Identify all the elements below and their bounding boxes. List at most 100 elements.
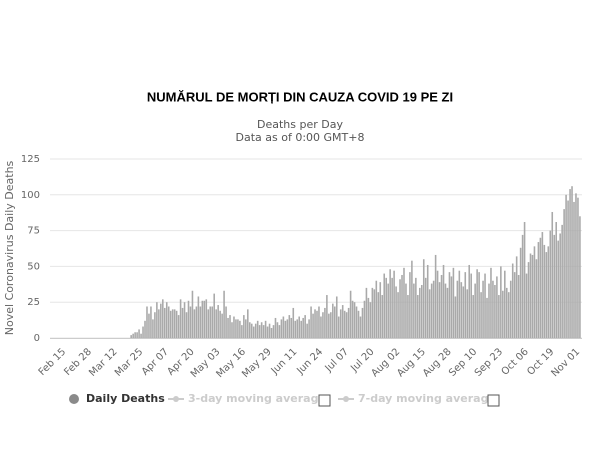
y-tick-label: 50	[27, 261, 40, 272]
bar	[521, 234, 524, 338]
bar	[258, 325, 261, 338]
x-tick-label: Mar 25	[113, 346, 145, 378]
bar	[324, 307, 326, 338]
bar	[397, 292, 399, 338]
bar	[272, 325, 275, 338]
bar	[557, 240, 559, 338]
bar	[405, 283, 407, 338]
bar	[201, 300, 204, 338]
legend-marker	[69, 394, 79, 404]
bar	[436, 270, 439, 338]
y-tick-label: 0	[34, 333, 40, 344]
bar	[375, 280, 378, 338]
bar	[130, 335, 132, 338]
bar	[535, 259, 538, 338]
bar	[450, 276, 453, 338]
bar	[452, 267, 455, 338]
checkbox[interactable]	[487, 394, 500, 407]
bar	[270, 327, 273, 338]
bar	[399, 279, 401, 338]
legend-label[interactable]: 7-day moving average	[358, 392, 496, 405]
bar	[247, 309, 249, 338]
bar	[424, 277, 427, 338]
bar	[326, 295, 328, 338]
bar	[349, 290, 352, 338]
bar	[428, 289, 431, 338]
bar	[468, 264, 471, 338]
bar	[482, 280, 484, 338]
bar	[268, 323, 271, 338]
y-axis-label: Novel Coronavirus Daily Deaths	[3, 160, 16, 335]
bar	[229, 315, 231, 338]
bar	[531, 254, 534, 338]
bar	[511, 263, 514, 338]
bar	[474, 283, 476, 338]
checkbox[interactable]	[318, 394, 331, 407]
bar	[193, 309, 196, 338]
bar	[527, 262, 530, 338]
bar	[539, 237, 542, 338]
bar	[302, 317, 304, 338]
bar	[407, 295, 409, 338]
bar	[318, 306, 320, 338]
bar	[361, 307, 364, 338]
bar	[300, 320, 302, 338]
bar	[573, 201, 575, 338]
bar	[353, 302, 356, 338]
bar	[189, 306, 192, 338]
bar	[219, 310, 221, 338]
bar	[308, 319, 310, 338]
bar	[541, 232, 544, 338]
bar	[488, 283, 490, 338]
bar	[191, 290, 194, 338]
bar	[395, 286, 397, 338]
bar	[458, 270, 461, 338]
bar	[420, 285, 423, 338]
bar	[215, 309, 217, 338]
bar	[347, 307, 350, 338]
bar	[496, 276, 498, 338]
legend-label[interactable]: 3-day moving average	[188, 392, 326, 405]
x-tick-label: Nov 01	[549, 346, 582, 379]
bar	[446, 287, 449, 338]
bar	[310, 306, 312, 338]
bar	[391, 277, 393, 338]
x-tick-label: Apr 07	[140, 346, 171, 377]
bar	[144, 320, 146, 338]
bar	[262, 325, 265, 338]
bar	[312, 313, 314, 338]
bar	[203, 300, 206, 338]
bar	[148, 313, 150, 338]
bar	[328, 313, 330, 338]
bar	[486, 297, 488, 338]
bar	[498, 295, 500, 338]
legend: Daily Deaths 3-day moving average 7-day …	[69, 392, 500, 407]
bar	[357, 310, 360, 338]
bar	[292, 307, 295, 338]
bar	[577, 197, 579, 338]
bar	[371, 287, 374, 338]
bar	[519, 247, 522, 338]
bar	[290, 317, 293, 338]
bar	[444, 283, 447, 338]
y-tick-label: 125	[21, 154, 40, 165]
bar	[456, 280, 459, 338]
bar	[515, 256, 518, 338]
bar	[411, 260, 413, 338]
bar	[571, 186, 573, 338]
bar	[152, 319, 154, 338]
bar	[241, 325, 243, 338]
bar	[181, 307, 184, 338]
bar	[432, 280, 435, 338]
bar	[389, 269, 391, 338]
bar	[169, 310, 172, 338]
bar	[282, 316, 285, 338]
bar	[332, 303, 334, 338]
bar	[140, 333, 142, 338]
bar	[409, 272, 411, 338]
x-tick-label: Oct 06	[500, 346, 531, 377]
bar	[403, 267, 405, 338]
bar	[158, 309, 160, 338]
bar	[288, 315, 291, 338]
legend-label[interactable]: Daily Deaths	[86, 392, 165, 405]
